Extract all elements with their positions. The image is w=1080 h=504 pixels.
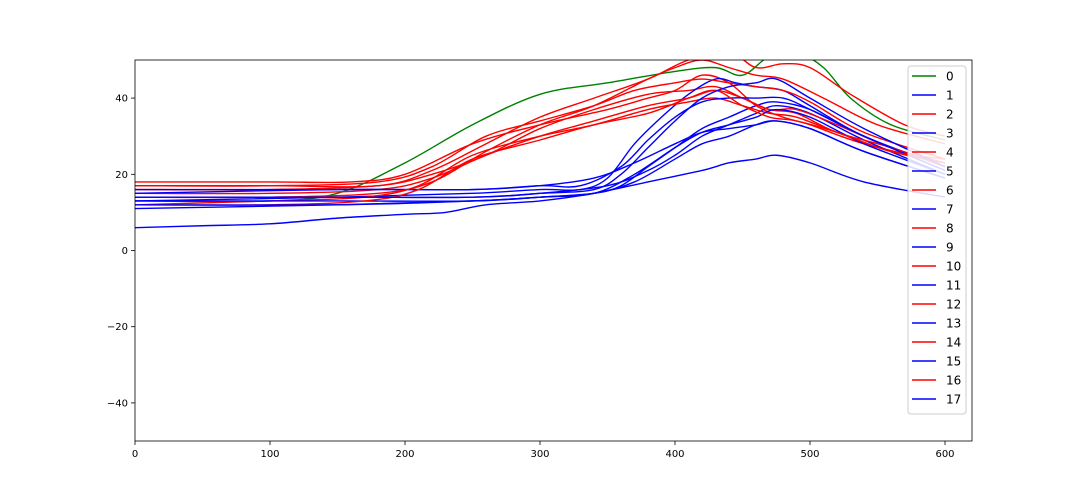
x-tick-label: 0 — [132, 449, 138, 460]
y-tick-label: 0 — [122, 246, 128, 257]
y-tick-label: −20 — [107, 322, 128, 333]
series-line-14 — [135, 89, 946, 206]
series-line-15 — [135, 120, 946, 206]
x-tick-label: 400 — [665, 449, 684, 460]
series-line-13 — [135, 108, 946, 202]
series-line-11 — [135, 120, 946, 191]
x-tick-label: 600 — [935, 449, 954, 460]
x-tick-label: 300 — [530, 449, 549, 460]
series-line-9 — [135, 96, 946, 195]
series-line-17 — [135, 77, 946, 199]
legend-label-17: 17 — [946, 393, 961, 407]
x-tick-label: 200 — [395, 449, 414, 460]
legend-label-10: 10 — [946, 260, 961, 274]
legend-label-3: 3 — [946, 127, 954, 141]
legend-label-16: 16 — [946, 374, 961, 388]
x-axis: 0 100 200 300 400 500 600 — [132, 441, 955, 460]
legend-box — [907, 65, 967, 415]
legend-label-5: 5 — [946, 165, 954, 179]
legend-label-15: 15 — [946, 355, 961, 369]
series-line-4 — [135, 85, 946, 191]
x-tick-label: 100 — [260, 449, 279, 460]
y-tick-label: 40 — [115, 94, 128, 105]
series-line-5 — [135, 77, 946, 202]
legend-label-0: 0 — [946, 70, 954, 84]
legend-label-13: 13 — [946, 317, 961, 331]
legend-label-2: 2 — [946, 108, 954, 122]
legend-label-9: 9 — [946, 241, 954, 255]
series-line-16 — [135, 60, 946, 188]
legend-label-1: 1 — [946, 89, 954, 103]
legend-label-14: 14 — [946, 336, 961, 350]
legend-label-4: 4 — [946, 146, 954, 160]
legend-label-11: 11 — [946, 279, 961, 293]
legend-label-7: 7 — [946, 203, 954, 217]
y-tick-label: −40 — [107, 398, 128, 409]
legend-label-6: 6 — [946, 184, 954, 198]
legend-label-12: 12 — [946, 298, 961, 312]
series-lines — [135, 60, 946, 229]
y-axis: −40 −20 0 20 40 — [107, 94, 135, 409]
y-tick-label: 20 — [115, 170, 128, 181]
series-line-10 — [135, 78, 946, 187]
x-tick-label: 500 — [800, 449, 819, 460]
legend-label-8: 8 — [946, 222, 954, 236]
